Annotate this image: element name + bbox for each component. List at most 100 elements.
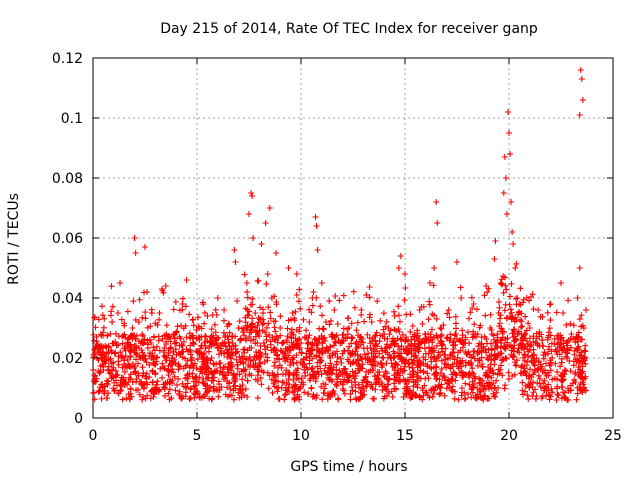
data-point xyxy=(90,366,97,373)
data-point xyxy=(300,356,307,363)
data-point xyxy=(175,361,182,367)
data-point xyxy=(462,340,469,346)
data-point xyxy=(289,310,296,316)
data-point xyxy=(237,335,244,342)
data-point xyxy=(180,325,187,332)
data-point xyxy=(548,340,555,347)
data-point xyxy=(578,349,585,356)
data-point xyxy=(148,387,155,394)
data-point xyxy=(484,289,491,296)
data-point xyxy=(101,352,108,359)
data-point xyxy=(298,340,304,346)
data-point xyxy=(121,331,128,338)
data-point xyxy=(374,361,381,367)
data-point xyxy=(492,339,499,346)
data-point xyxy=(433,315,440,322)
data-point xyxy=(471,355,478,362)
data-point xyxy=(444,310,451,317)
data-point xyxy=(438,331,445,338)
data-point xyxy=(542,369,549,376)
data-point xyxy=(167,338,174,345)
data-point xyxy=(301,389,308,396)
data-point xyxy=(576,265,583,271)
data-point xyxy=(167,344,174,351)
data-point xyxy=(413,374,420,381)
data-point xyxy=(568,344,575,351)
data-point xyxy=(100,367,107,373)
data-point xyxy=(355,343,362,350)
data-point xyxy=(115,353,122,360)
data-point xyxy=(306,377,313,384)
data-point xyxy=(109,374,116,381)
data-point xyxy=(208,355,215,361)
data-point xyxy=(292,395,299,402)
data-point xyxy=(352,388,359,395)
data-point xyxy=(410,383,417,390)
data-point xyxy=(288,339,295,346)
data-point xyxy=(497,362,504,369)
data-point xyxy=(512,295,519,302)
gridlines xyxy=(93,58,613,418)
data-point xyxy=(525,353,532,360)
data-point xyxy=(329,378,336,385)
data-point xyxy=(520,299,527,306)
data-point xyxy=(549,389,556,396)
data-point xyxy=(515,309,522,316)
data-point xyxy=(246,308,253,315)
data-point xyxy=(375,378,382,385)
data-point xyxy=(317,356,324,363)
data-point xyxy=(455,396,462,403)
data-point xyxy=(165,390,172,397)
data-point xyxy=(108,308,115,315)
data-point xyxy=(191,360,198,367)
data-point xyxy=(335,395,342,402)
data-point xyxy=(294,391,301,398)
data-point xyxy=(183,277,190,283)
data-point xyxy=(159,364,166,371)
data-point xyxy=(127,353,134,360)
data-point xyxy=(226,329,233,336)
data-point xyxy=(480,343,487,350)
data-point xyxy=(247,337,254,344)
data-point xyxy=(496,304,503,311)
data-point xyxy=(284,325,291,332)
data-point xyxy=(409,364,416,371)
data-point xyxy=(519,362,526,369)
data-point xyxy=(212,306,219,313)
data-point xyxy=(383,385,390,392)
data-point xyxy=(510,241,517,247)
data-point xyxy=(405,360,412,367)
data-point xyxy=(321,385,328,392)
data-point xyxy=(529,393,536,400)
data-point xyxy=(575,334,582,341)
data-point xyxy=(241,346,248,353)
data-point xyxy=(564,342,571,349)
data-point xyxy=(166,379,173,385)
data-point xyxy=(409,323,416,330)
data-point xyxy=(436,384,443,391)
data-point xyxy=(449,371,456,378)
data-point xyxy=(377,317,384,324)
data-point xyxy=(403,380,410,387)
data-point xyxy=(374,298,381,305)
y-tick-label: 0.06 xyxy=(52,231,83,247)
data-point xyxy=(362,374,369,381)
data-point xyxy=(432,383,439,390)
data-point xyxy=(115,361,122,368)
data-point xyxy=(428,365,435,372)
data-point xyxy=(220,317,227,324)
data-point xyxy=(350,288,357,295)
data-point xyxy=(563,321,570,328)
data-point xyxy=(288,330,295,337)
data-point xyxy=(127,363,134,370)
data-point xyxy=(283,379,290,386)
data-point xyxy=(547,360,554,367)
data-point xyxy=(124,341,131,348)
data-point xyxy=(208,377,215,384)
data-point xyxy=(513,357,520,364)
data-point xyxy=(422,350,429,357)
data-point xyxy=(567,382,574,389)
data-point xyxy=(413,334,420,341)
data-point xyxy=(235,389,242,396)
data-point xyxy=(182,303,189,310)
